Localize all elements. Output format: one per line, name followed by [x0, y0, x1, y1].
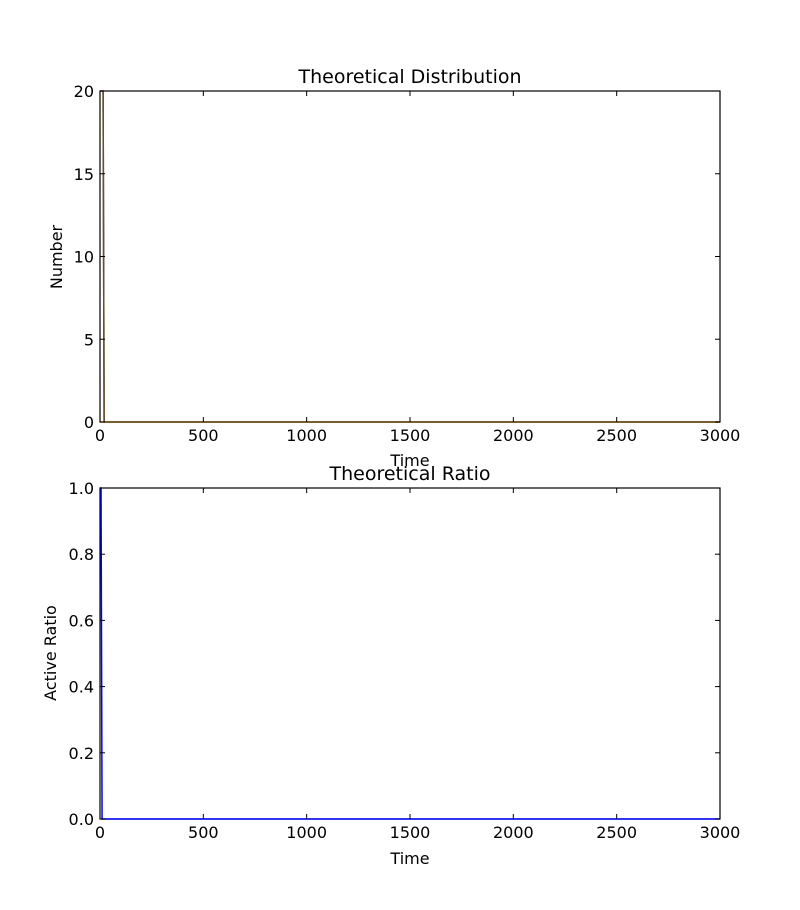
- chart-title: Theoretical Ratio: [329, 463, 491, 485]
- x-tick-label: 2500: [596, 426, 637, 445]
- y-tick-label: 0.0: [69, 810, 94, 829]
- chart-title: Theoretical Distribution: [297, 66, 521, 88]
- x-tick-label: 2000: [493, 823, 534, 842]
- x-tick-label: 1500: [390, 823, 431, 842]
- y-tick-label: 20: [74, 82, 94, 101]
- y-tick-label: 10: [74, 248, 94, 267]
- y-tick-label: 0.4: [69, 678, 94, 697]
- y-axis-label: Number: [47, 224, 66, 289]
- x-axis-label: Time: [389, 451, 429, 470]
- x-tick-label: 3000: [700, 823, 741, 842]
- x-tick-label: 500: [188, 426, 219, 445]
- y-tick-label: 0.8: [69, 545, 94, 564]
- ticks-layer: 0 500 1000 1500 2000 2500 3000 0.0 0.2 0.4 0.6 0.8 1…: [69, 479, 741, 842]
- x-axis-label: Time: [389, 849, 429, 868]
- y-tick-label: 1.0: [69, 479, 94, 498]
- plot-area: [99, 487, 721, 820]
- x-tick-label: 0: [95, 823, 105, 842]
- ticks-layer: 0 500 1000 1500 2000 2500 3000 0 5 10 15 20: [74, 82, 741, 445]
- x-tick-label: 1000: [286, 823, 327, 842]
- y-tick-label: 5: [84, 330, 94, 349]
- chart-distribution: Theoretical Distribution 0 500 1000 1500 200…: [47, 66, 740, 470]
- y-tick-label: 0: [84, 413, 94, 432]
- x-tick-label: 2500: [596, 823, 637, 842]
- x-tick-label: 500: [188, 823, 219, 842]
- x-tick-label: 1500: [390, 426, 431, 445]
- x-tick-label: 2000: [493, 426, 534, 445]
- x-tick-label: 1000: [286, 426, 327, 445]
- chart-ratio: Theoretical Ratio 0 500 1000 1500 2000 2500 30…: [41, 463, 740, 868]
- plot-area: [99, 90, 721, 423]
- x-tick-label: 3000: [700, 426, 741, 445]
- y-axis-label: Active Ratio: [41, 605, 60, 701]
- x-tick-label: 0: [95, 426, 105, 445]
- y-tick-label: 0.6: [69, 611, 94, 630]
- y-tick-label: 15: [74, 165, 94, 184]
- y-tick-label: 0.2: [69, 744, 94, 763]
